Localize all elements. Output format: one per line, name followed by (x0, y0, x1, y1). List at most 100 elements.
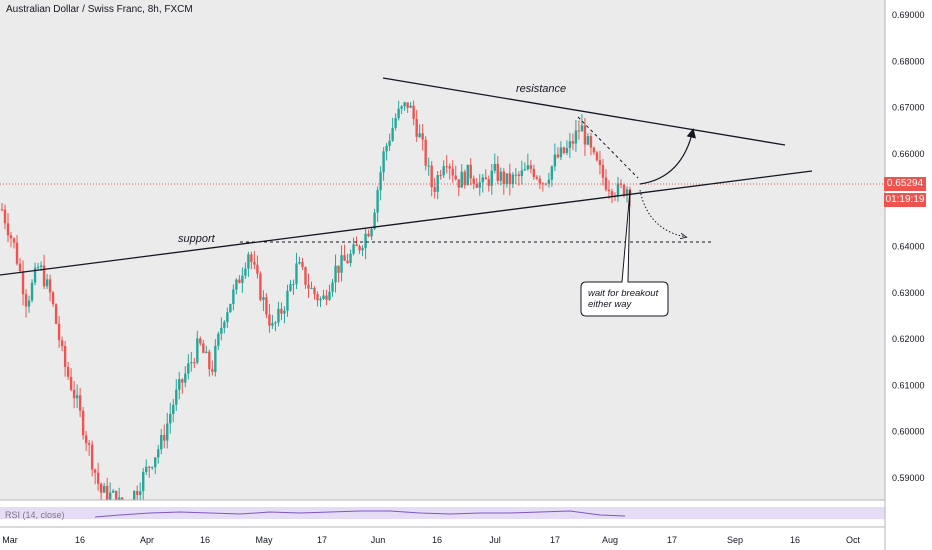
candle-body (196, 338, 199, 363)
candle-body (322, 295, 325, 299)
candle-body (496, 163, 499, 181)
candle-body (289, 284, 292, 291)
candle-body (241, 275, 244, 284)
candle-body (583, 125, 587, 145)
candle-body (27, 300, 31, 307)
candle-body (409, 105, 412, 108)
candle-body (472, 178, 475, 184)
candle-body (448, 166, 451, 169)
candle-body (604, 177, 608, 190)
candle-body (175, 389, 178, 405)
candle-body (406, 102, 409, 108)
candle-body (169, 414, 172, 424)
candle-body (154, 457, 157, 468)
candle-body (211, 369, 214, 372)
candle-body (310, 287, 313, 289)
candle-body (529, 165, 533, 169)
candle-body (87, 443, 91, 445)
price-tick-label: 0.63000 (892, 288, 925, 298)
time-tick-label: 17 (550, 535, 560, 545)
candle-body (493, 163, 496, 171)
candle-body (412, 105, 415, 119)
candle-body (81, 410, 85, 436)
candle-body (202, 343, 205, 353)
candle-body (592, 147, 596, 153)
candle-body (42, 265, 46, 287)
candle-body (385, 145, 388, 152)
candle-body (18, 263, 22, 272)
candle-body (15, 242, 19, 264)
candle-body (535, 176, 539, 179)
candle-body (238, 279, 241, 284)
candle-body (589, 136, 593, 148)
candle-body (466, 164, 469, 186)
candle-body (580, 125, 584, 132)
candle-body (526, 165, 530, 170)
candle-body (475, 183, 478, 188)
price-axis-bg[interactable] (886, 0, 932, 550)
candle-body (397, 108, 400, 119)
time-tick-label: 16 (432, 535, 442, 545)
bullish-scenario-arrow[interactable] (639, 128, 696, 185)
candle-body (277, 308, 280, 323)
candle-body (93, 469, 97, 473)
price-tick-label: 0.62000 (892, 334, 925, 344)
candle-body (607, 189, 611, 192)
candle-body (63, 346, 67, 367)
candle-body (259, 273, 262, 300)
candle-body (394, 118, 397, 128)
resistance-label: resistance (516, 83, 566, 95)
chart-plot-area[interactable] (0, 0, 885, 500)
candle-body (328, 291, 331, 300)
candle-body (601, 165, 605, 178)
candle-body (66, 366, 70, 377)
candle-body (439, 175, 442, 177)
candle-body (340, 255, 343, 273)
candle-body (451, 168, 454, 176)
callout-line1: wait for breakout (588, 288, 659, 299)
time-tick-label: May (255, 535, 273, 545)
candle-body (57, 323, 61, 341)
candle-body (520, 170, 524, 177)
candle-body (136, 491, 139, 495)
candle-body (430, 165, 433, 188)
candle-body (9, 235, 13, 239)
candle-body (90, 444, 94, 470)
candle-body (105, 485, 109, 500)
time-tick-label: Jun (371, 535, 386, 545)
candle-body (361, 248, 364, 251)
candle-body (39, 265, 43, 267)
candle-body (36, 266, 40, 268)
candle-body (145, 466, 148, 472)
candle-body (172, 404, 175, 415)
candle-body (391, 127, 394, 141)
candle-body (625, 189, 629, 196)
support-trendline[interactable] (0, 170, 813, 276)
candle-body (139, 491, 142, 495)
price-tick-label: 0.69000 (892, 10, 925, 20)
candle-body (511, 174, 515, 185)
candle-body (487, 179, 490, 186)
candle-body (568, 141, 572, 148)
bearish-scenario-arrow[interactable] (639, 189, 686, 237)
candle-body (358, 245, 361, 251)
resistance-trendline[interactable] (382, 77, 786, 146)
candle-body (547, 179, 551, 184)
inner-resistance-dashed[interactable] (577, 116, 639, 179)
candle-body (577, 130, 581, 132)
candle-body (60, 340, 64, 347)
candle-body (262, 297, 265, 300)
candle-body (21, 271, 25, 295)
candle-body (190, 362, 193, 364)
candle-body (478, 182, 481, 188)
rsi-band (0, 507, 885, 519)
candle-body (388, 140, 391, 146)
candle-body (598, 160, 602, 166)
candle-body (292, 283, 295, 285)
candle-body (181, 379, 184, 383)
candle-body (325, 295, 328, 300)
candle-body (120, 497, 124, 500)
breakout-callout[interactable]: wait for breakout either way (580, 189, 669, 317)
candle-body (553, 154, 557, 167)
